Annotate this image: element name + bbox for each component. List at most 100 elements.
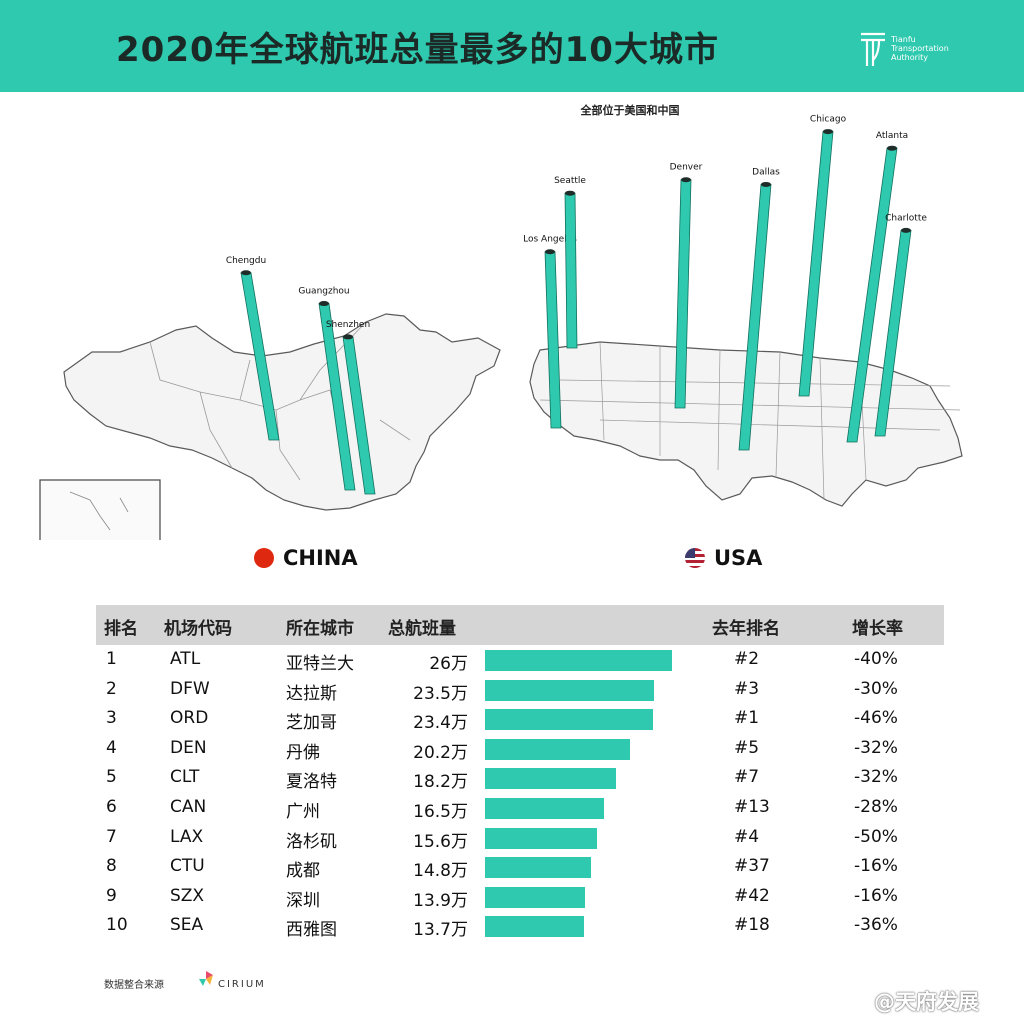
growth-cell: -46%	[854, 708, 898, 729]
header-total: 总航班量	[388, 619, 456, 639]
pillar-city-label: Denver	[670, 163, 703, 173]
header-growth: 增长率	[852, 619, 903, 639]
south-china-sea-inset	[39, 479, 161, 540]
value-label: 18.2万	[413, 772, 468, 793]
pillar-cap	[901, 227, 911, 233]
city-pillar: Seattle	[554, 176, 586, 349]
table-row: 5 CLT 夏洛特 #7 -32% 18.2万	[96, 763, 944, 793]
table-row: 2 DFW 达拉斯 #3 -30% 23.5万	[96, 675, 944, 705]
last-rank-cell: #5	[734, 737, 760, 758]
code-cell: ORD	[170, 708, 209, 729]
china-label-text: CHINA	[283, 546, 358, 570]
rank-cell: 3	[106, 708, 117, 729]
city-pillar: Chengdu	[226, 256, 280, 441]
maps-illustration: Chengdu Guangzhou Shenzhen Los Angeles Seatt…	[39, 115, 963, 540]
value-bar	[485, 916, 584, 938]
pillar-city-label: Los Angeles	[523, 235, 577, 245]
last-rank-cell: #2	[734, 649, 760, 669]
table-row: 10 SEA 西雅图 #18 -36% 13.7万	[96, 911, 944, 941]
header-city: 所在城市	[286, 619, 354, 639]
table-row: 4 DEN 丹佛 #5 -32% 20.2万	[96, 734, 944, 764]
rank-cell: 10	[106, 915, 128, 936]
city-cell: 达拉斯	[286, 683, 337, 704]
logo-line: Tianfu	[891, 35, 916, 44]
weibo-icon	[846, 994, 869, 1012]
table-row: 9 SZX 深圳 #42 -16% 13.9万	[96, 882, 944, 912]
table-row: 8 CTU 成都 #37 -16% 14.8万	[96, 852, 944, 882]
city-pillar: Atlanta	[846, 131, 908, 443]
value-label: 26万	[429, 654, 468, 674]
value-bar	[485, 738, 631, 760]
city-cell: 丹佛	[286, 742, 320, 763]
value-bar	[485, 650, 672, 671]
header-code: 机场代码	[164, 619, 232, 639]
table-row: 7 LAX 洛杉矶 #4 -50% 15.6万	[96, 823, 944, 853]
pillar-city-label: Chengdu	[226, 256, 266, 266]
code-cell: CLT	[170, 767, 200, 788]
pillar-city-label: Chicago	[810, 115, 847, 125]
value-bar	[485, 857, 592, 879]
value-label: 20.2万	[413, 742, 468, 763]
pillar-cap	[761, 181, 771, 187]
last-rank-cell: #4	[734, 826, 760, 847]
china-flag-icon	[254, 548, 274, 568]
code-cell: SEA	[170, 915, 204, 936]
pillar-city-label: Dallas	[752, 167, 780, 177]
growth-cell: -32%	[854, 767, 898, 788]
weibo-text: @天府发展	[874, 990, 979, 1014]
pillar-city-label: Guangzhou	[298, 287, 349, 297]
city-cell: 洛杉矶	[286, 831, 337, 852]
usa-label: USA	[685, 546, 762, 570]
city-pillar: Denver	[670, 163, 703, 409]
code-cell: DEN	[170, 737, 207, 758]
pillar-body	[564, 192, 578, 349]
last-rank-cell: #18	[734, 915, 770, 936]
code-cell: CAN	[170, 796, 207, 817]
last-rank-cell: #1	[734, 708, 760, 729]
cirium-text: CIRIUM	[218, 979, 266, 990]
table-row: 6 CAN 广州 #13 -28% 16.5万	[96, 793, 944, 823]
city-pillar: Guangzhou	[298, 287, 356, 491]
value-bar	[485, 679, 655, 701]
table-body: 1 ATL 亚特兰大 #2 -40% 26万 2 DFW 达拉斯 #3 -30% 23.5万 3 ORD 芝…	[96, 645, 944, 941]
city-pillar: Charlotte	[874, 213, 927, 437]
last-rank-cell: #3	[734, 678, 760, 699]
logo-line: Authority	[891, 53, 929, 62]
rank-cell: 7	[106, 826, 117, 847]
last-rank-cell: #42	[734, 885, 770, 906]
value-bar	[485, 886, 585, 908]
value-bar	[485, 709, 654, 731]
growth-cell: -16%	[854, 885, 898, 906]
value-label: 14.8万	[413, 861, 468, 882]
city-cell: 广州	[286, 801, 320, 822]
rank-cell: 8	[106, 856, 117, 877]
city-cell: 亚特兰大	[286, 654, 354, 674]
city-pillar: Chicago	[798, 115, 847, 397]
city-pillar: Shenzhen	[326, 320, 376, 495]
growth-cell: -36%	[854, 915, 898, 936]
header-rank: 排名	[104, 619, 138, 639]
code-cell: LAX	[170, 826, 204, 847]
pillar-cap	[823, 129, 833, 135]
pillar-cap	[343, 334, 353, 340]
cirium-logo-icon	[199, 971, 213, 986]
value-bar	[485, 768, 616, 790]
growth-cell: -40%	[854, 649, 898, 669]
china-label: CHINA	[254, 546, 358, 570]
tianfu-logo-icon	[861, 32, 885, 66]
city-cell: 芝加哥	[286, 713, 337, 734]
usa-flag-icon	[685, 548, 705, 568]
header-last-rank: 去年排名	[712, 619, 780, 639]
source-label: 数据整合来源	[104, 980, 164, 991]
pillar-city-label: Shenzhen	[326, 320, 370, 330]
pillar-cap	[319, 301, 329, 307]
value-bar	[485, 797, 604, 819]
header-banner: 2020年全球航班总量最多的10大城市 Tianfu Transportatio…	[0, 0, 1024, 92]
code-cell: SZX	[170, 885, 205, 906]
tianfu-logo: Tianfu Transportation Authority	[860, 30, 970, 74]
value-bar	[485, 827, 598, 849]
value-label: 15.6万	[413, 831, 468, 852]
subtitle: 全部位于美国和中国	[580, 104, 680, 117]
growth-cell: -32%	[854, 737, 898, 758]
last-rank-cell: #7	[734, 767, 760, 788]
